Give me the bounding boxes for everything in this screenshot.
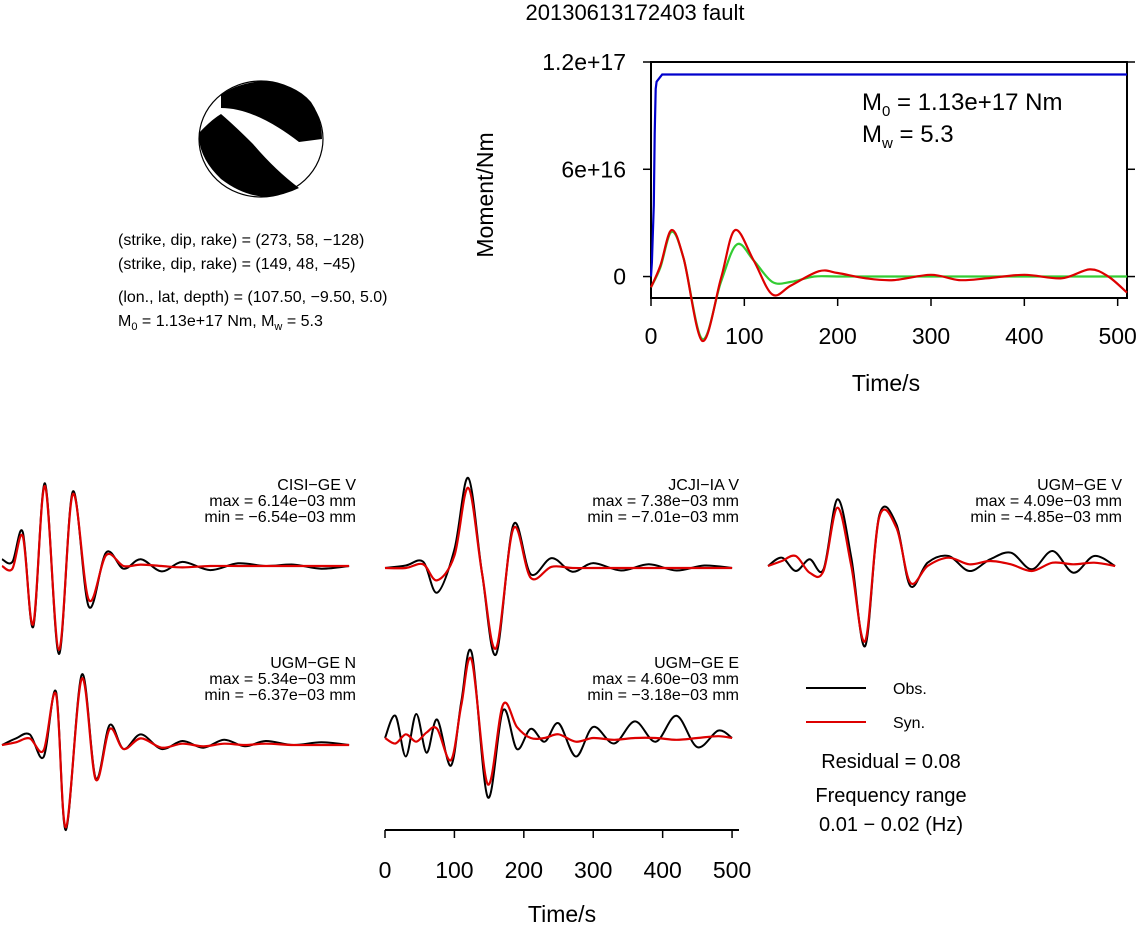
waveform-x-tick-label: 400 bbox=[643, 857, 681, 883]
station-max: max = 4.60e−03 mm bbox=[592, 671, 739, 688]
moment-chart-m0-annotation: M0 = 1.13e+17 Nm bbox=[862, 89, 1062, 120]
waveform-x-tick-label: 500 bbox=[713, 857, 751, 883]
station-min: min = −4.85e−03 mm bbox=[970, 509, 1122, 526]
beachball-compression-south bbox=[199, 114, 299, 197]
waveform-xlabel: Time/s bbox=[528, 901, 596, 926]
moment-x-tick-label: 0 bbox=[645, 323, 658, 349]
moment-x-tick-label: 300 bbox=[912, 323, 950, 349]
moment-chart-frame bbox=[650, 61, 1128, 299]
moment-series-line bbox=[649, 73, 1127, 277]
station-panel bbox=[1, 482, 350, 656]
station-name: CISI−GE V bbox=[277, 477, 356, 494]
source-location: (lon., lat, depth) = (107.50, −9.50, 5.0… bbox=[118, 289, 388, 306]
moment-y-tick-label: 6e+16 bbox=[561, 156, 626, 182]
moment-chart-ylabel: Moment/Nm bbox=[472, 132, 498, 257]
station-panel bbox=[384, 476, 733, 656]
focal-mechanism-beachball bbox=[198, 80, 324, 198]
station-name: UGM−GE E bbox=[654, 655, 739, 672]
synthetic-trace bbox=[384, 486, 733, 650]
station-max: max = 6.14e−03 mm bbox=[209, 493, 356, 510]
station-max: max = 7.38e−03 mm bbox=[592, 493, 739, 510]
observed-trace bbox=[384, 476, 733, 656]
moment-y-tick-label: 0 bbox=[613, 264, 626, 290]
synthetic-trace bbox=[767, 506, 1116, 643]
moment-chart-mw-annotation: Mw = 5.3 bbox=[862, 121, 954, 152]
moment-x-tick-label: 500 bbox=[1098, 323, 1136, 349]
waveform-traces bbox=[1, 476, 1116, 832]
station-min: min = −6.37e−03 mm bbox=[204, 687, 356, 704]
moment-chart-series bbox=[649, 73, 1128, 343]
synthetic-trace bbox=[1, 677, 350, 829]
moment-x-tick-label: 200 bbox=[818, 323, 856, 349]
moment-x-tick-label: 400 bbox=[1005, 323, 1043, 349]
waveform-time-axis: 0 100 200 300 400 500 bbox=[379, 829, 751, 883]
station-name: UGM−GE N bbox=[270, 655, 356, 672]
legend-obs-label: Obs. bbox=[893, 681, 927, 698]
station-panel bbox=[1, 673, 350, 832]
synthetic-trace bbox=[1, 484, 350, 652]
station-panel bbox=[384, 648, 733, 799]
nodal-plane-2: (strike, dip, rake) = (149, 48, −45) bbox=[118, 256, 356, 273]
station-min: min = −6.54e−03 mm bbox=[204, 509, 356, 526]
moment-chart-xlabel: Time/s bbox=[852, 370, 920, 396]
legend-syn-label: Syn. bbox=[893, 715, 925, 732]
station-name: UGM−GE V bbox=[1037, 477, 1122, 494]
frequency-range-label: Frequency range bbox=[815, 785, 966, 807]
station-panel bbox=[767, 498, 1116, 648]
frequency-range-value: 0.01 − 0.02 (Hz) bbox=[819, 814, 963, 836]
figure-title: 20130613172403 fault bbox=[525, 0, 745, 25]
moment-y-tick-label: 1.2e+17 bbox=[542, 49, 626, 75]
waveform-x-tick-label: 0 bbox=[379, 857, 392, 883]
synthetic-trace bbox=[384, 656, 733, 786]
moment-series-line bbox=[649, 228, 1128, 343]
beachball-compression-north bbox=[221, 81, 322, 142]
moment-chart-axes: 0 100 200 300 400 500 0 6e+16 1.2e+17 bbox=[542, 49, 1137, 349]
moment-x-tick-label: 100 bbox=[725, 323, 763, 349]
station-min: min = −7.01e−03 mm bbox=[587, 509, 739, 526]
moment-magnitude-summary: M0 = 1.13e+17 Nm, Mw = 5.3 bbox=[118, 313, 323, 334]
station-min: min = −3.18e−03 mm bbox=[587, 687, 739, 704]
waveform-x-tick-label: 100 bbox=[435, 857, 473, 883]
observed-trace bbox=[384, 648, 733, 799]
nodal-plane-1: (strike, dip, rake) = (273, 58, −128) bbox=[118, 232, 365, 249]
station-name: JCJI−IA V bbox=[668, 477, 739, 494]
station-max: max = 4.09e−03 mm bbox=[975, 493, 1122, 510]
station-max: max = 5.34e−03 mm bbox=[209, 671, 356, 688]
waveform-x-tick-label: 300 bbox=[574, 857, 612, 883]
waveform-x-tick-label: 200 bbox=[505, 857, 543, 883]
residual-label: Residual = 0.08 bbox=[821, 751, 961, 773]
